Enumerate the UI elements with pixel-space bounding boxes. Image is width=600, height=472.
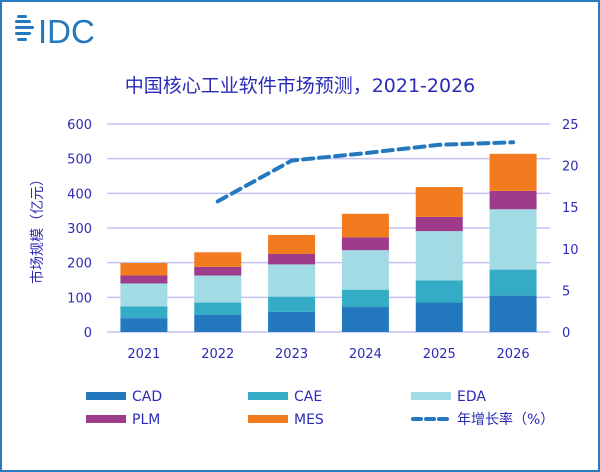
bar-mes-2026: [489, 153, 537, 191]
bar-cae-2021: [120, 306, 168, 319]
bar-cae-2025: [415, 280, 463, 303]
bar-plm-2025: [415, 216, 463, 232]
legend-label: CAD: [132, 389, 162, 405]
bar-mes-2023: [268, 234, 316, 254]
bar-eda-2026: [489, 209, 537, 270]
x-tick-label: 2025: [423, 347, 456, 362]
bar-plm-2023: [268, 254, 316, 265]
legend-label: EDA: [457, 389, 486, 405]
bar-eda-2021: [120, 283, 168, 307]
legend-label: 年增长率（%）: [457, 411, 554, 428]
legend-swatch-mes: [248, 415, 288, 423]
y2-tick-label: 20: [562, 160, 579, 175]
bar-cae-2026: [489, 269, 537, 296]
y-tick-label: 0: [84, 326, 92, 341]
bar-mes-2025: [415, 187, 463, 217]
bar-plm-2021: [120, 275, 168, 284]
bar-eda-2024: [341, 250, 389, 290]
y2-tick-label: 0: [562, 326, 570, 341]
y2-tick-label: 10: [562, 243, 579, 258]
bar-plm-2024: [341, 237, 389, 251]
bar-cad-2022: [194, 314, 242, 332]
legend-label: PLM: [132, 412, 160, 428]
bar-mes-2021: [120, 263, 168, 276]
y-tick-label: 600: [67, 118, 92, 133]
bar-eda-2022: [194, 275, 242, 303]
bar-cad-2025: [415, 302, 463, 332]
y2-tick-label: 25: [562, 118, 579, 133]
y-axis-label: 市场规模（亿元）: [29, 172, 46, 284]
legend-swatch-plm: [86, 415, 126, 423]
x-tick-label: 2021: [127, 347, 160, 362]
bar-eda-2023: [268, 264, 316, 297]
bar-mes-2022: [194, 252, 242, 267]
bar-mes-2024: [341, 213, 389, 238]
legend-label: CAE: [294, 389, 322, 405]
chart-title: 中国核心工业软件市场预测，2021-2026: [125, 75, 476, 97]
bar-cad-2024: [341, 307, 389, 332]
y-tick-label: 300: [67, 222, 92, 237]
y-tick-label: 400: [67, 187, 92, 202]
legend-swatch-cae: [248, 392, 288, 400]
x-tick-label: 2023: [275, 347, 308, 362]
y2-tick-label: 15: [562, 201, 579, 216]
bar-plm-2026: [489, 190, 537, 210]
legend-label: MES: [294, 412, 324, 428]
y-tick-label: 200: [67, 257, 92, 272]
bar-plm-2022: [194, 266, 242, 276]
y-tick-label: 100: [67, 291, 92, 306]
legend-swatch-eda: [411, 392, 451, 400]
idc-logo: IDC: [15, 13, 95, 50]
bar-cae-2022: [194, 302, 242, 315]
x-tick-label: 2024: [349, 347, 382, 362]
y-tick-label: 500: [67, 153, 92, 168]
bar-cad-2026: [489, 295, 537, 332]
bar-cae-2023: [268, 296, 316, 312]
bar-cad-2021: [120, 318, 168, 332]
logo-text: IDC: [38, 13, 95, 50]
bar-eda-2025: [415, 231, 463, 281]
x-tick-label: 2022: [201, 347, 234, 362]
y2-tick-label: 5: [562, 284, 570, 299]
x-tick-label: 2026: [497, 347, 530, 362]
bar-cae-2024: [341, 289, 389, 308]
bar-cad-2023: [268, 311, 316, 332]
legend-swatch-cad: [86, 392, 126, 400]
growth-rate-line: [215, 140, 516, 204]
